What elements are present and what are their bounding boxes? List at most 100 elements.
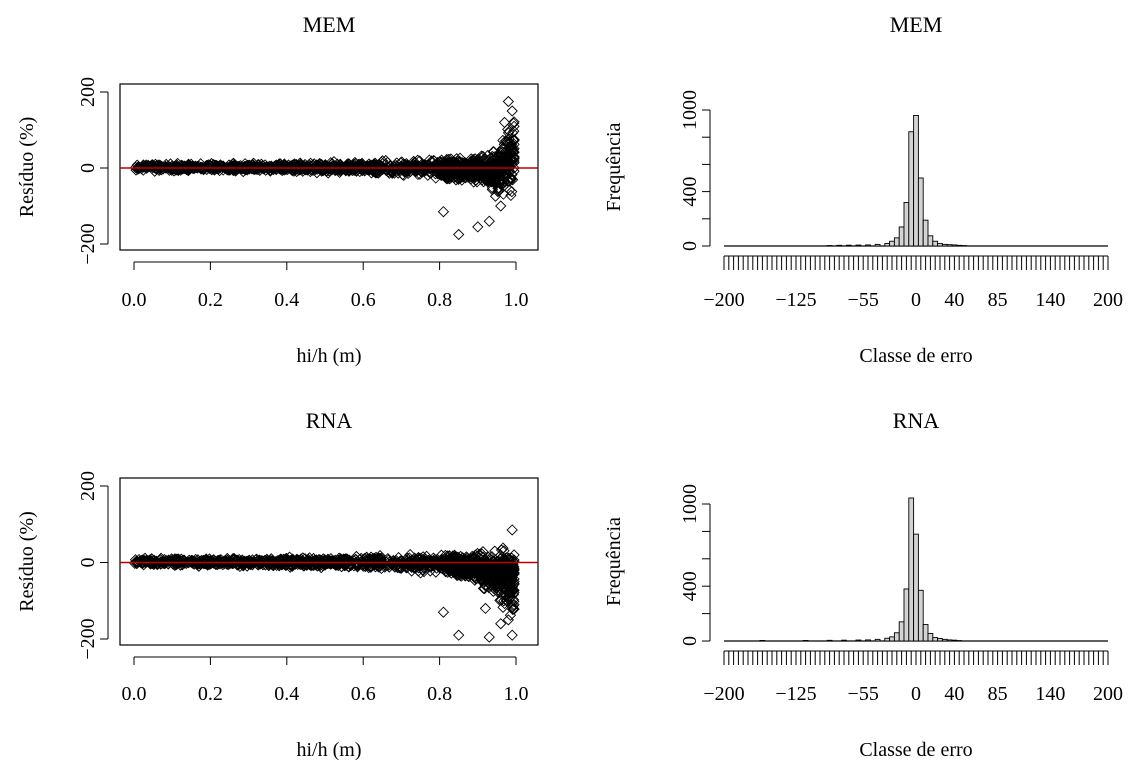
scatter-point xyxy=(477,582,490,595)
scatter-point xyxy=(365,560,377,572)
x-tick-label: 200 xyxy=(1093,289,1123,311)
scatter-point xyxy=(420,550,433,562)
x-tick-label: 0.6 xyxy=(351,289,376,311)
y-tick-label: 0 xyxy=(679,241,701,251)
scatter-point xyxy=(437,606,450,618)
scatter-point xyxy=(250,162,262,174)
scatter-point xyxy=(499,153,512,165)
scatter-point xyxy=(241,556,253,568)
scatter-point xyxy=(487,146,499,158)
histogram-bar xyxy=(893,632,900,642)
scatter-point xyxy=(486,172,499,184)
histogram-bar xyxy=(908,497,915,642)
scatter-point xyxy=(498,553,510,565)
scatter-point xyxy=(269,556,281,569)
scatter-point xyxy=(495,594,507,606)
x-tick-label: 0.8 xyxy=(427,289,452,311)
histogram-bar xyxy=(865,244,871,247)
histogram-bar xyxy=(903,588,910,642)
x-tick-label: 0.2 xyxy=(198,683,223,705)
scatter-point xyxy=(507,174,519,186)
scatter-point xyxy=(425,155,438,167)
scatter-point xyxy=(182,161,194,173)
scatter-point xyxy=(508,151,520,163)
scatter-point xyxy=(172,555,184,567)
scatter-point xyxy=(266,161,278,173)
histogram-bar xyxy=(917,177,924,247)
scatter-point xyxy=(348,158,360,170)
plot-title: MEM xyxy=(303,12,356,37)
y-tick-label: 200 xyxy=(77,77,99,107)
x-bin-ticks xyxy=(723,651,1109,665)
scatter-point xyxy=(140,555,152,567)
scatter-point xyxy=(502,95,514,108)
y-tick-label: 400 xyxy=(679,177,701,207)
histogram-bar xyxy=(932,240,939,247)
histogram-bar xyxy=(941,638,948,642)
scatter-point xyxy=(253,162,265,174)
scatter-point xyxy=(495,200,507,212)
scatter-point xyxy=(419,158,431,171)
histogram-bar xyxy=(922,219,929,247)
scatter-point xyxy=(228,161,240,173)
scatter-point xyxy=(171,556,183,569)
scatter-point xyxy=(471,168,483,180)
scatter-point xyxy=(497,555,510,567)
scatter-point xyxy=(232,162,245,174)
histogram-bar xyxy=(908,131,915,247)
scatter-point xyxy=(227,160,239,173)
x-axis-label: Classe de erro xyxy=(859,739,972,760)
scatter-point xyxy=(376,162,388,174)
y-axis-label: Frequência xyxy=(603,122,625,211)
scatter-point xyxy=(414,567,427,579)
scatter-point xyxy=(505,173,517,186)
x-tick-label: 200 xyxy=(1093,683,1123,705)
histogram-bar xyxy=(841,639,847,642)
x-bin-ticks xyxy=(723,256,1109,270)
scatter-point xyxy=(343,555,355,567)
y-tick-label: 200 xyxy=(77,471,99,501)
scatter-point xyxy=(374,163,386,175)
scatter-point xyxy=(183,557,195,569)
x-tick-label: −200 xyxy=(703,289,744,311)
scatter-point xyxy=(506,524,518,536)
scatter-point xyxy=(440,166,453,178)
scatter-point xyxy=(410,560,422,572)
scatter-point xyxy=(282,556,294,568)
scatter-point xyxy=(433,561,445,574)
scatter-point xyxy=(502,574,514,586)
scatter-point xyxy=(490,572,502,585)
scatter-point xyxy=(341,163,353,175)
y-tick-label: 0 xyxy=(77,558,99,568)
scatter-point xyxy=(506,186,518,198)
scatter-point xyxy=(503,184,516,196)
scatter-point xyxy=(219,556,232,568)
scatter-point xyxy=(497,581,509,594)
x-tick-label: 0.8 xyxy=(427,683,452,705)
histogram-bar xyxy=(941,243,948,247)
y-tick-label: 1000 xyxy=(679,484,701,524)
plot-title: RNA xyxy=(893,408,940,433)
histogram-bar xyxy=(874,638,881,642)
scatter-point xyxy=(139,160,152,172)
scatter-point xyxy=(155,552,167,564)
scatter-point xyxy=(388,556,400,568)
scatter-point xyxy=(496,571,508,583)
scatter-point xyxy=(148,554,160,567)
scatter-point xyxy=(383,167,395,179)
scatter-point xyxy=(460,557,472,569)
x-tick-label: 140 xyxy=(1035,289,1065,311)
scatter-point xyxy=(500,135,512,147)
scatter-point xyxy=(454,152,466,164)
scatter-point xyxy=(234,555,246,568)
scatter-point xyxy=(389,161,401,173)
x-tick-label: −55 xyxy=(848,289,879,311)
scatter-point xyxy=(508,564,520,576)
histogram-bar xyxy=(913,114,919,247)
scatter-point xyxy=(239,161,251,173)
y-tick-label: 0 xyxy=(679,636,701,646)
scatter-point xyxy=(284,162,296,174)
histogram-bar xyxy=(917,589,924,642)
scatter-point xyxy=(508,603,520,615)
